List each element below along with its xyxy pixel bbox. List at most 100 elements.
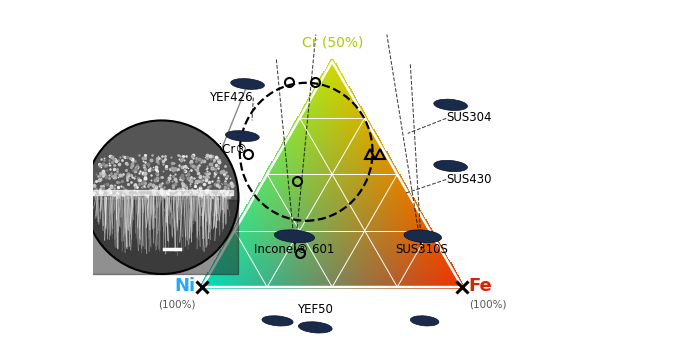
Point	[262, 174, 273, 179]
Point	[358, 215, 369, 220]
Point	[282, 243, 292, 248]
Point	[297, 230, 308, 235]
Point	[328, 91, 339, 96]
Point	[317, 110, 328, 115]
Point	[341, 174, 352, 179]
Point	[280, 279, 291, 284]
Point	[390, 284, 401, 290]
Point	[364, 140, 375, 145]
Point	[337, 141, 348, 147]
Point	[350, 144, 360, 149]
Point	[260, 192, 271, 198]
Point	[329, 66, 340, 72]
Point	[380, 207, 391, 213]
Point	[284, 209, 294, 215]
Point	[231, 267, 241, 273]
Point	[413, 243, 424, 248]
Point	[342, 220, 353, 226]
Point	[303, 134, 313, 139]
Point	[409, 232, 420, 237]
Point	[231, 258, 242, 264]
Point	[260, 241, 271, 247]
Point	[282, 250, 292, 256]
Point	[295, 192, 306, 198]
Point	[243, 207, 254, 213]
Point	[333, 277, 344, 282]
Point	[233, 254, 244, 260]
Point	[351, 277, 362, 282]
Point	[213, 279, 224, 284]
Point	[278, 245, 289, 250]
Point	[311, 155, 322, 160]
Point	[301, 108, 311, 113]
Point	[335, 207, 345, 213]
Point	[262, 260, 273, 265]
Point	[243, 264, 254, 269]
Point	[360, 222, 371, 228]
Point	[355, 149, 366, 155]
Point	[351, 164, 362, 169]
Point	[341, 144, 352, 149]
Point	[383, 164, 394, 169]
Point	[390, 228, 401, 234]
Point	[316, 262, 327, 267]
Point	[410, 252, 421, 258]
Point	[379, 209, 390, 215]
Point	[319, 177, 330, 183]
Point	[430, 264, 441, 269]
Point	[362, 267, 373, 273]
Point	[386, 279, 397, 284]
Point	[297, 147, 308, 152]
Point	[273, 232, 284, 237]
Point	[357, 153, 368, 158]
Point	[311, 108, 322, 113]
Point	[278, 158, 289, 164]
Point	[404, 215, 415, 220]
Point	[253, 228, 264, 234]
Point	[307, 123, 318, 128]
Point	[199, 284, 209, 290]
Point	[284, 226, 295, 231]
Point	[375, 188, 386, 194]
Point	[423, 260, 434, 265]
Point	[309, 119, 320, 125]
Point	[352, 181, 362, 186]
Point	[289, 211, 300, 217]
Point	[327, 160, 338, 166]
Point	[343, 181, 354, 186]
Point	[264, 194, 275, 200]
Point	[353, 280, 364, 286]
Point	[233, 222, 243, 228]
Point	[293, 162, 304, 168]
Point	[316, 171, 327, 177]
Point	[324, 119, 335, 125]
Point	[284, 258, 294, 264]
Point	[364, 215, 375, 220]
Point	[322, 258, 333, 264]
Point	[289, 170, 300, 175]
Point	[446, 266, 457, 271]
Point	[343, 204, 354, 209]
Point	[284, 194, 294, 200]
Point	[296, 119, 307, 125]
Point	[339, 95, 350, 100]
Point	[364, 271, 375, 277]
Point	[423, 230, 434, 235]
Point	[373, 275, 384, 280]
Point	[383, 217, 394, 222]
Point	[271, 200, 282, 205]
Point	[377, 168, 388, 173]
Point	[337, 132, 347, 138]
Point	[333, 127, 344, 132]
Point	[305, 243, 316, 248]
Point	[295, 211, 306, 217]
Point	[402, 196, 413, 201]
Point	[303, 247, 313, 252]
Point	[364, 157, 375, 162]
Point	[350, 234, 360, 239]
Point	[415, 232, 426, 237]
Point	[337, 134, 348, 139]
Point	[354, 275, 364, 280]
Point	[231, 226, 241, 231]
Point	[373, 205, 384, 211]
